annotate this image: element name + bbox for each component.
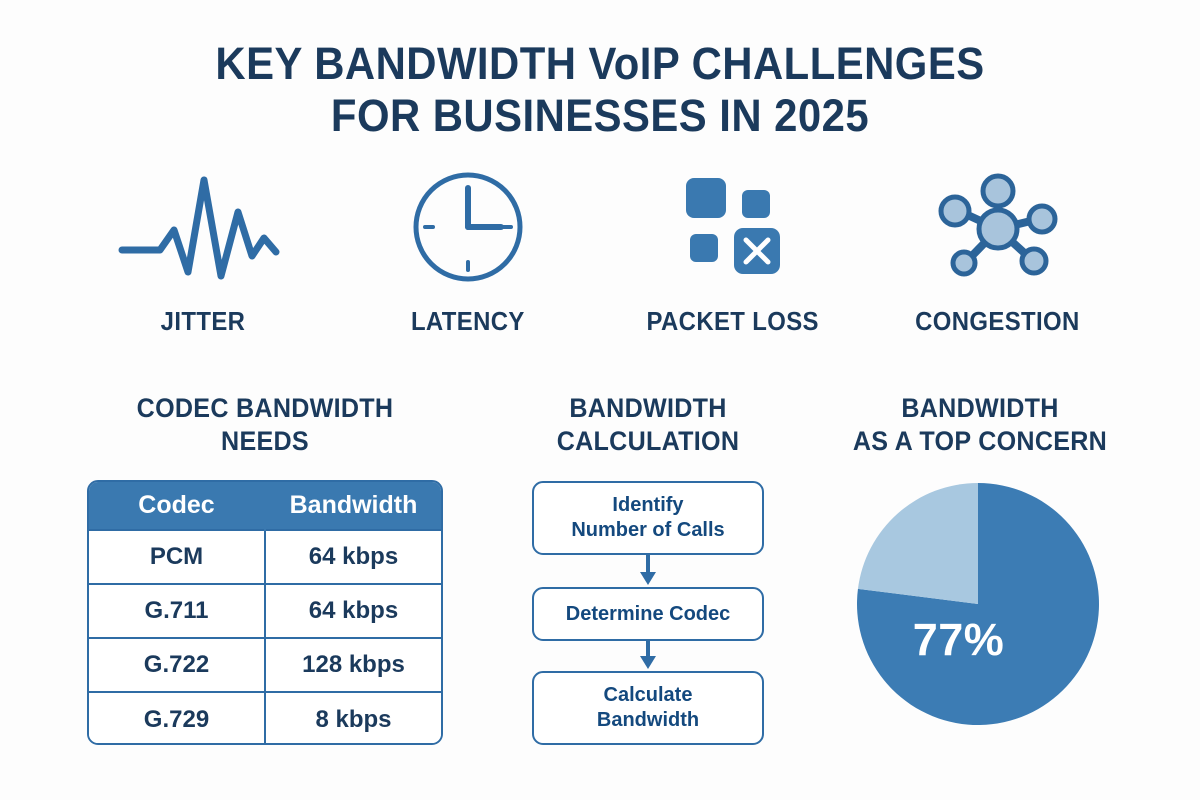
flow-step-3: Calculate Bandwidth (532, 671, 764, 745)
flow-step-2: Determine Codec (532, 587, 764, 641)
flow-step-1: Identify Number of Calls (532, 481, 764, 555)
cell-codec: G.722 (89, 637, 265, 692)
pie-slice (857, 483, 978, 604)
concern-heading-line-1: BANDWIDTH (901, 393, 1059, 423)
challenge-label: LATENCY (410, 306, 525, 336)
challenge-label: PACKET LOSS (646, 306, 819, 336)
cell-bandwidth: 64 kbps (264, 583, 441, 638)
waveform-icon (118, 168, 288, 286)
table-row: G.729 8 kbps (89, 691, 441, 743)
pie-value-label: 77% (912, 614, 1005, 665)
calc-heading-line-2: CALCULATION (556, 426, 740, 456)
table-row: G.722 128 kbps (89, 637, 441, 692)
clock-icon (409, 168, 527, 286)
table-header-row: Codec Bandwidth (89, 482, 441, 530)
table-row: PCM 64 kbps (89, 529, 441, 584)
codec-section-heading: CODEC BANDWIDTH NEEDS (98, 392, 433, 458)
concern-section-heading: BANDWIDTH AS A TOP CONCERN (841, 392, 1120, 458)
calc-heading-line-1: BANDWIDTH (569, 393, 727, 423)
calculation-section-heading: BANDWIDTH CALCULATION (518, 392, 778, 458)
network-congestion-icon (935, 168, 1061, 286)
title-line-2: FOR BUSINESSES IN 2025 (330, 90, 870, 141)
codec-heading-line-2: NEEDS (221, 426, 309, 456)
codec-heading-line-1: CODEC BANDWIDTH (136, 393, 394, 423)
challenge-item-jitter: JITTER (70, 168, 335, 337)
concern-heading-line-2: AS A TOP CONCERN (852, 426, 1108, 456)
cell-bandwidth: 8 kbps (264, 691, 441, 743)
challenge-item-packet-loss: PACKET LOSS (600, 168, 865, 337)
challenge-label: CONGESTION (915, 306, 1080, 336)
title-line-1: KEY BANDWIDTH VoIP CHALLENGES (215, 38, 985, 89)
cell-codec: G.711 (89, 583, 265, 638)
cell-codec: G.729 (89, 691, 265, 743)
challenge-item-latency: LATENCY (335, 168, 600, 337)
challenge-item-congestion: CONGESTION (865, 168, 1130, 337)
cell-bandwidth: 128 kbps (264, 637, 441, 692)
table-row: G.711 64 kbps (89, 583, 441, 638)
challenge-label: JITTER (160, 306, 245, 336)
challenges-row: JITTER LATENCY (70, 168, 1130, 337)
bandwidth-calculation-flowchart: Identify Number of Calls Determine Codec … (532, 481, 764, 745)
flow-arrow-down-icon (638, 641, 658, 671)
column-header-bandwidth: Bandwidth (264, 482, 441, 530)
page-title: KEY BANDWIDTH VoIP CHALLENGES FOR BUSINE… (0, 38, 1200, 142)
flow-arrow-down-icon (638, 555, 658, 587)
packet-loss-icon (678, 168, 788, 286)
bandwidth-concern-pie-chart: 77% (856, 482, 1100, 726)
cell-codec: PCM (89, 529, 265, 584)
column-header-codec: Codec (89, 482, 265, 530)
cell-bandwidth: 64 kbps (264, 529, 441, 584)
codec-bandwidth-table: Codec Bandwidth PCM 64 kbps G.711 64 kbp… (87, 480, 443, 745)
